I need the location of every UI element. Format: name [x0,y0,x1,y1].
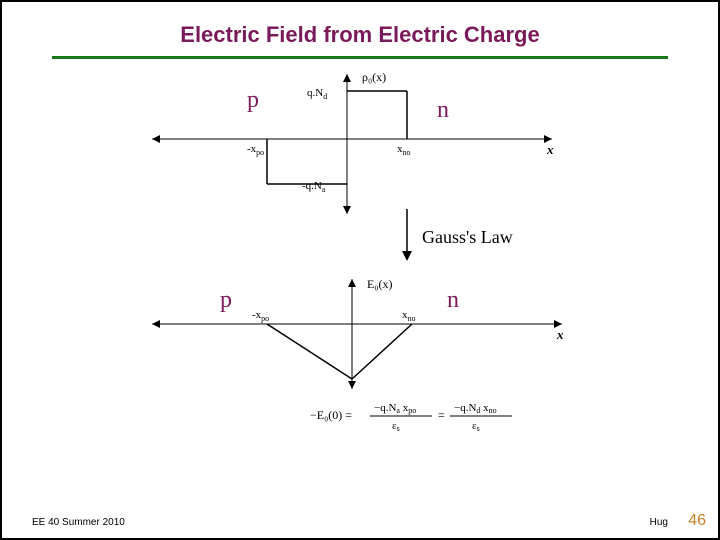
xno-label-1: xno [397,143,411,157]
diagram-stage: p n ρ₀(x) q.Nd -q.Na xno -xpo x Gauss's … [2,69,720,509]
qnd-label: q.Nd [307,87,327,101]
qna-label: -q.Na [302,180,326,194]
svg-text:εs: εs [392,420,400,433]
svg-text:=: = [438,408,445,422]
title-rule [52,56,668,59]
rho-label: ρ₀(x) [362,70,386,84]
svg-text:εs: εs [472,420,480,433]
footer-right: Hug [650,517,668,528]
mxpo-label-1: -xpo [247,143,264,157]
e0-label: E₀(x) [367,277,393,291]
e0-equation: −E₀(0) = −q.Na xpo εs = −q.Nd xno εs [310,402,512,433]
gauss-law-label: Gauss's Law [422,227,513,248]
gauss-arrow [397,209,417,264]
svg-text:−q.Nd xno: −q.Nd xno [454,402,497,415]
footer-left: EE 40 Summer 2010 [32,517,125,528]
x-axis-label-2: x [556,327,564,342]
x-axis-label-1: x [546,142,554,157]
xno-label-2: xno [402,309,416,323]
charge-density-chart: ρ₀(x) q.Nd -q.Na xno -xpo x [152,69,572,219]
svg-text:−q.Na xpo: −q.Na xpo [374,402,416,415]
slide-title: Electric Field from Electric Charge [2,2,718,56]
mxpo-label-2: -xpo [252,309,269,323]
slide-number: 46 [688,512,706,530]
svg-text:−E₀(0) =: −E₀(0) = [310,408,352,422]
efield-chart: E₀(x) xno -xpo x −E₀(0) = −q.Na xpo εs =… [152,274,582,454]
